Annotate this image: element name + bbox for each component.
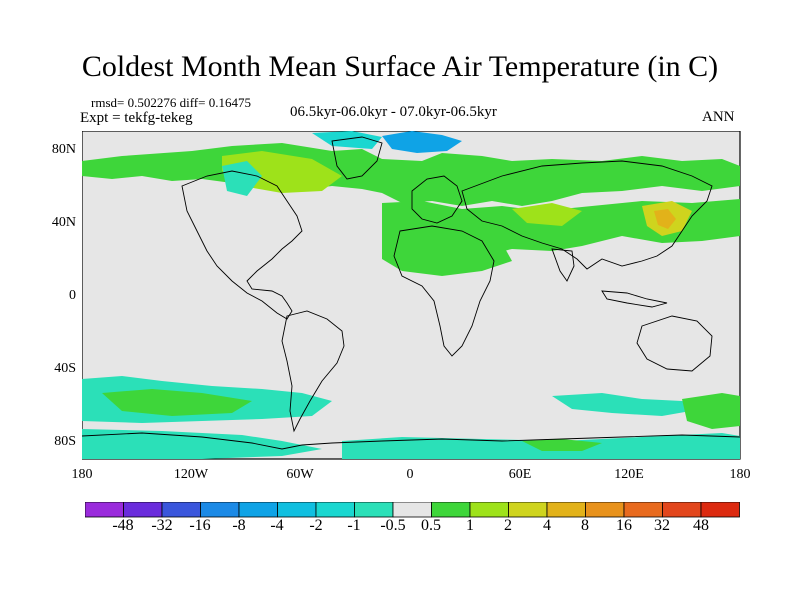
- coast-indonesia: [601, 290, 668, 308]
- field-antarctica-3: [522, 439, 602, 451]
- colorbar-label: -2: [309, 517, 323, 534]
- lon-tick-120w: 120W: [173, 467, 209, 482]
- lon-tick-60e: 60E: [508, 467, 532, 482]
- coast-north-america: [181, 170, 303, 320]
- coast-antarctica: [82, 432, 741, 450]
- colorbar-label: 8: [581, 517, 589, 534]
- lat-tick-80n: 80N: [51, 142, 76, 157]
- lat-tick-40n: 40N: [51, 215, 76, 230]
- colorbar-swatch: [662, 502, 702, 518]
- colorbar-label: 0.5: [421, 517, 441, 534]
- lat-tick-0: 0: [69, 288, 76, 303]
- lon-tick-0: 0: [406, 467, 414, 482]
- chart-title: Coldest Month Mean Surface Air Temperatu…: [81, 50, 719, 83]
- colorbar-label: -32: [151, 517, 173, 534]
- anomaly-fields: [82, 131, 740, 459]
- lon-tick-60w: 60W: [286, 467, 314, 482]
- field-north-africa: [382, 231, 512, 276]
- colorbar-swatch: [277, 502, 317, 518]
- field-antarctica-1: [82, 429, 322, 459]
- colorbar-swatch: [354, 502, 394, 518]
- colorbar-swatch: [623, 502, 663, 518]
- colorbar-label: -8: [232, 517, 246, 534]
- field-southern-ocean-3: [552, 393, 702, 416]
- field-blue-greenland: [382, 131, 462, 153]
- coast-asia: [461, 160, 713, 270]
- colorbar-swatch: [431, 502, 471, 518]
- colorbar-swatch: [585, 502, 625, 518]
- lon-tick-180e: 180: [729, 467, 751, 482]
- colorbar-label: 2: [504, 517, 512, 534]
- colorbar-label: -16: [189, 517, 211, 534]
- colorbar-label: 48: [693, 517, 709, 534]
- colorbar-swatch: [315, 502, 355, 518]
- colorbar-label: 32: [654, 517, 670, 534]
- field-cyan-north: [312, 131, 382, 149]
- field-southern-ocean-2: [102, 389, 252, 416]
- experiment-label: Expt = tekfg-tekeg: [80, 110, 193, 126]
- colorbar-label: -1: [347, 517, 361, 534]
- colorbar-label: -4: [270, 517, 284, 534]
- field-southern-ocean-4: [682, 393, 740, 429]
- colorbar-swatch: [469, 502, 509, 518]
- colorbar-swatch: [123, 502, 163, 518]
- colorbar-swatch: [238, 502, 278, 518]
- colorbar: [85, 502, 740, 518]
- coast-australia: [636, 315, 713, 372]
- colorbar-label: -0.5: [380, 517, 406, 534]
- coast-south-america: [281, 310, 345, 433]
- colorbar-swatch: [700, 502, 740, 518]
- coastlines: [82, 136, 741, 450]
- lon-tick-120e: 120E: [614, 467, 644, 482]
- colorbar-label: -48: [112, 517, 134, 534]
- period-label: 06.5kyr-06.0kyr - 07.0kyr-06.5kyr: [290, 104, 497, 120]
- temperature-map: [82, 131, 741, 460]
- colorbar-swatch: [508, 502, 548, 518]
- field-orange-east-asia: [654, 209, 676, 229]
- season-label: ANN: [702, 109, 735, 125]
- colorbar-swatch: [392, 502, 432, 518]
- coast-africa: [393, 225, 495, 357]
- field-cyan-labrador: [222, 161, 262, 196]
- colorbar-label: 4: [543, 517, 551, 534]
- colorbar-swatch: [200, 502, 240, 518]
- coast-india: [551, 248, 575, 282]
- lat-tick-80s: 80S: [54, 434, 76, 449]
- lat-tick-40s: 40S: [54, 361, 76, 376]
- colorbar-swatch: [546, 502, 586, 518]
- field-yellow-europe: [512, 203, 582, 226]
- colorbar-label: 1: [466, 517, 474, 534]
- coast-europe: [411, 175, 463, 224]
- coast-greenland: [331, 136, 383, 180]
- colorbar-label: 16: [616, 517, 632, 534]
- colorbar-swatch: [161, 502, 201, 518]
- stats-text: rmsd= 0.502276 diff= 0.16475: [91, 95, 251, 110]
- lon-tick-180w: 180: [71, 467, 93, 482]
- colorbar-swatch: [85, 502, 124, 518]
